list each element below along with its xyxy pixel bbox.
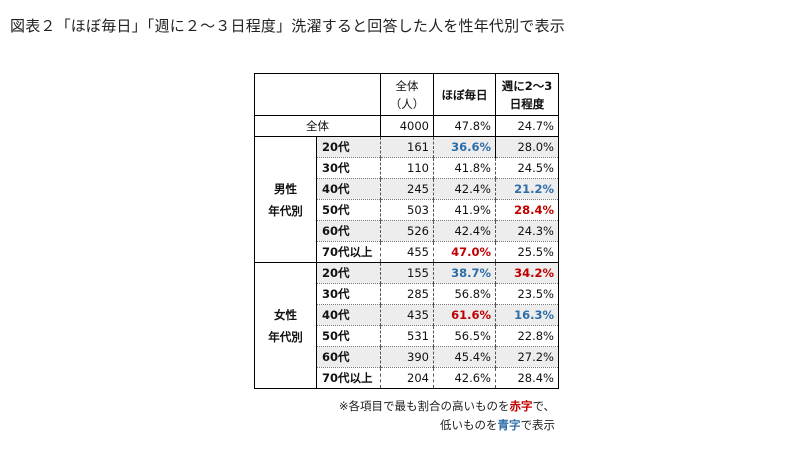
header-total-line2: （人） <box>389 96 425 111</box>
overall-n: 4000 <box>380 115 434 137</box>
n-cell: 435 <box>380 304 434 326</box>
n-cell: 526 <box>380 220 434 242</box>
header-weekly-line1: 週に2～3 <box>501 78 553 93</box>
header-weekly-line2: 日程度 <box>509 96 545 111</box>
weekly-cell: 28.0% <box>495 136 559 158</box>
daily-cell: 56.8% <box>433 283 496 305</box>
header-daily: ほぼ毎日 <box>433 73 496 116</box>
weekly-cell: 28.4% <box>495 367 559 389</box>
table-row: 60代 526 42.4% 24.3% <box>254 220 559 242</box>
female-label-line2: 年代別 <box>268 329 303 344</box>
note-red-word: 赤字 <box>509 399 533 413</box>
header-total: 全体 （人） <box>380 73 434 116</box>
age-label: 50代 <box>316 325 381 347</box>
female-group-label: 女性 年代別 <box>254 262 317 389</box>
daily-cell: 42.6% <box>433 367 496 389</box>
age-label: 70代以上 <box>316 241 381 263</box>
weekly-cell: 34.2% <box>495 262 559 284</box>
weekly-cell: 25.5% <box>495 241 559 263</box>
n-cell: 110 <box>380 157 434 179</box>
note-line-2: 低いものを青字で表示 <box>440 417 555 433</box>
laundry-frequency-table: 全体 （人） ほぼ毎日 週に2～3 日程度 全体 4000 47.8% 24.7… <box>254 73 559 389</box>
note-line2-prefix: 低いものを <box>440 418 498 432</box>
weekly-cell: 28.4% <box>495 199 559 221</box>
weekly-cell: 24.3% <box>495 220 559 242</box>
male-label-line2: 年代別 <box>268 203 303 218</box>
n-cell: 245 <box>380 178 434 200</box>
n-cell: 155 <box>380 262 434 284</box>
header-weekly: 週に2～3 日程度 <box>495 73 559 116</box>
weekly-cell: 16.3% <box>495 304 559 326</box>
overall-weekly: 24.7% <box>495 115 559 137</box>
daily-cell: 41.8% <box>433 157 496 179</box>
female-label-line1: 女性 <box>274 307 297 322</box>
n-cell: 161 <box>380 136 434 158</box>
male-group-label: 男性 年代別 <box>254 136 317 263</box>
overall-row: 全体 4000 47.8% 24.7% <box>254 115 559 137</box>
weekly-cell: 23.5% <box>495 283 559 305</box>
table-row: 50代 503 41.9% 28.4% <box>255 199 559 221</box>
table-row: 60代 390 45.4% 27.2% <box>254 346 559 368</box>
table-row: 40代 435 61.6% 16.3% <box>254 304 559 326</box>
overall-daily: 47.8% <box>433 115 496 137</box>
n-cell: 390 <box>380 346 434 368</box>
age-label: 50代 <box>316 199 381 221</box>
table-row: 40代 245 42.4% 21.2% <box>254 178 559 200</box>
overall-label: 全体 <box>254 115 381 137</box>
daily-cell: 41.9% <box>433 199 496 221</box>
table-row: 男性 年代別 20代 161 36.6% 28.0% <box>254 136 559 263</box>
daily-cell: 42.4% <box>433 220 496 242</box>
daily-cell: 47.0% <box>433 241 496 263</box>
daily-cell: 56.5% <box>433 325 496 347</box>
figure-title: 図表２「ほぼ毎日」「週に２～３日程度」洗濯すると回答した人を性年代別で表示 <box>10 17 565 35</box>
age-label: 70代以上 <box>316 367 381 389</box>
weekly-cell: 27.2% <box>495 346 559 368</box>
table-row: 50代 531 56.5% 22.8% <box>255 325 559 347</box>
note-line2-suffix: で表示 <box>520 418 556 432</box>
header-row: 全体 （人） ほぼ毎日 週に2～3 日程度 <box>254 73 559 116</box>
note-line-1: ※各項目で最も割合の高いものを赤字で、 <box>339 398 555 414</box>
note-line1-suffix: で、 <box>532 399 555 413</box>
age-label: 20代 <box>316 262 381 284</box>
daily-cell: 42.4% <box>433 178 496 200</box>
header-corner-cell <box>254 73 381 116</box>
weekly-cell: 24.5% <box>495 157 559 179</box>
daily-cell: 38.7% <box>433 262 496 284</box>
table-row: 30代 110 41.8% 24.5% <box>255 157 559 179</box>
n-cell: 503 <box>380 199 434 221</box>
age-label: 30代 <box>316 157 381 179</box>
table-row: 30代 285 56.8% 23.5% <box>255 283 559 305</box>
note-line1-prefix: ※各項目で最も割合の高いものを <box>338 399 510 413</box>
n-cell: 285 <box>380 283 434 305</box>
age-label: 40代 <box>316 304 381 326</box>
weekly-cell: 22.8% <box>495 325 559 347</box>
note-blue-word: 青字 <box>497 418 521 432</box>
table-row: 女性 年代別 20代 155 38.7% 34.2% <box>254 262 559 389</box>
daily-cell: 61.6% <box>433 304 496 326</box>
n-cell: 531 <box>380 325 434 347</box>
daily-cell: 45.4% <box>433 346 496 368</box>
daily-cell: 36.6% <box>433 136 496 158</box>
age-label: 20代 <box>316 136 381 158</box>
age-label: 30代 <box>316 283 381 305</box>
table-row: 70代以上 204 42.6% 28.4% <box>254 367 559 389</box>
n-cell: 455 <box>380 241 434 263</box>
male-label-line1: 男性 <box>274 181 297 196</box>
table-row: 70代以上 455 47.0% 25.5% <box>254 241 559 263</box>
n-cell: 204 <box>380 367 434 389</box>
weekly-cell: 21.2% <box>495 178 559 200</box>
header-total-line1: 全体 <box>395 78 419 93</box>
age-label: 60代 <box>316 220 381 242</box>
age-label: 40代 <box>316 178 381 200</box>
age-label: 60代 <box>316 346 381 368</box>
